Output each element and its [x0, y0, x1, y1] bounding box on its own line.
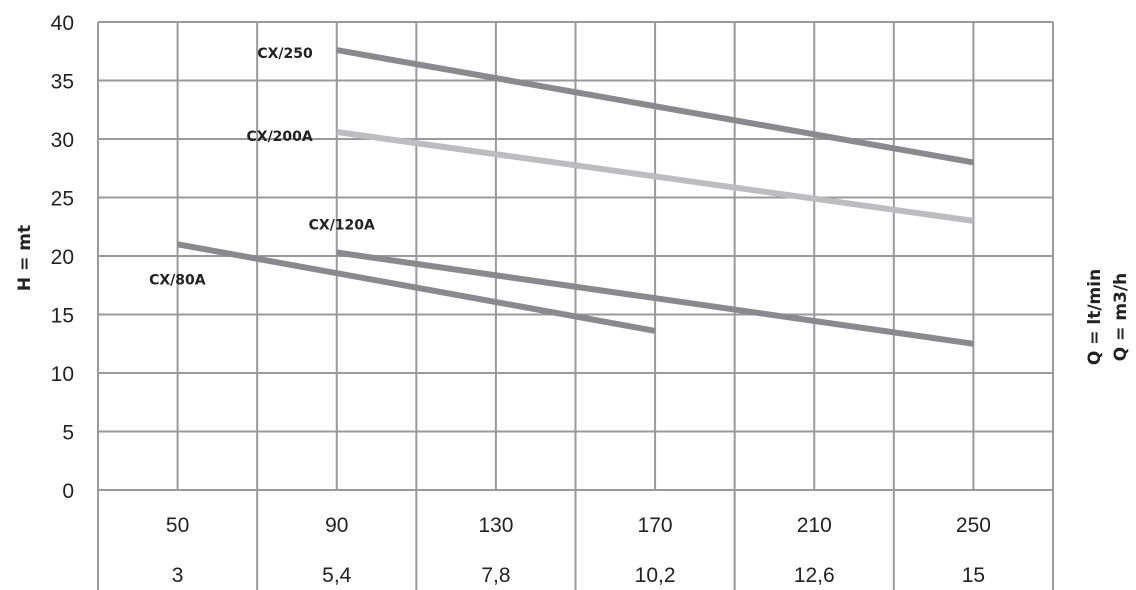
grid	[97, 21, 1054, 590]
y-tick-label: 0	[62, 480, 74, 503]
y-tick-label: 5	[62, 422, 74, 445]
y-tick-label: 40	[51, 12, 74, 35]
x-tick-label-lt-min: 170	[638, 514, 673, 537]
x-tick-label-lt-min: 250	[956, 514, 991, 537]
y-axis-title: H = mt	[15, 225, 35, 291]
series-label: CX/120A	[309, 217, 375, 233]
series-label: CX/250	[257, 46, 313, 62]
series-line-cx-200a	[336, 129, 974, 224]
y-tick-label: 10	[51, 363, 74, 386]
series-line-cx-250	[336, 47, 974, 166]
x-tick-label-m3h: 12,6	[794, 564, 835, 587]
x-tick-label-lt-min: 90	[325, 514, 348, 537]
y-tick-label: 15	[51, 305, 74, 328]
x-tick-labels: 50 90 130 170 210 250 3 5,4 7,8 10,2 12,6 15	[166, 514, 991, 587]
x-axis-title-lt-min: Q = lt/min	[1085, 269, 1105, 365]
series-label: CX/200A	[247, 129, 313, 145]
x-tick-label-lt-min: 130	[478, 514, 513, 537]
x-tick-label-lt-min: 50	[166, 514, 189, 537]
series-labels: CX/250 CX/200A CX/120A CX/80A	[149, 46, 375, 288]
y-tick-label: 20	[51, 246, 74, 269]
y-tick-label: 35	[51, 71, 74, 94]
x-axis-title-m3h: Q = m3/h	[1111, 273, 1131, 361]
series-line-cx-80a	[177, 241, 656, 334]
series-line-cx-120a	[336, 249, 974, 347]
series-label: CX/80A	[149, 272, 206, 288]
x-tick-label-m3h: 5,4	[322, 564, 352, 587]
x-tick-label-m3h: 15	[962, 564, 985, 587]
x-tick-label-m3h: 7,8	[481, 564, 510, 587]
x-tick-label-m3h: 10,2	[635, 564, 676, 587]
x-tick-label-lt-min: 210	[797, 514, 832, 537]
y-tick-labels: 0 5 10 15 20 25 30 35 40	[51, 12, 74, 503]
x-tick-label-m3h: 3	[172, 564, 184, 587]
y-tick-label: 25	[51, 188, 74, 211]
y-tick-label: 30	[51, 129, 74, 152]
series-lines	[177, 47, 974, 347]
